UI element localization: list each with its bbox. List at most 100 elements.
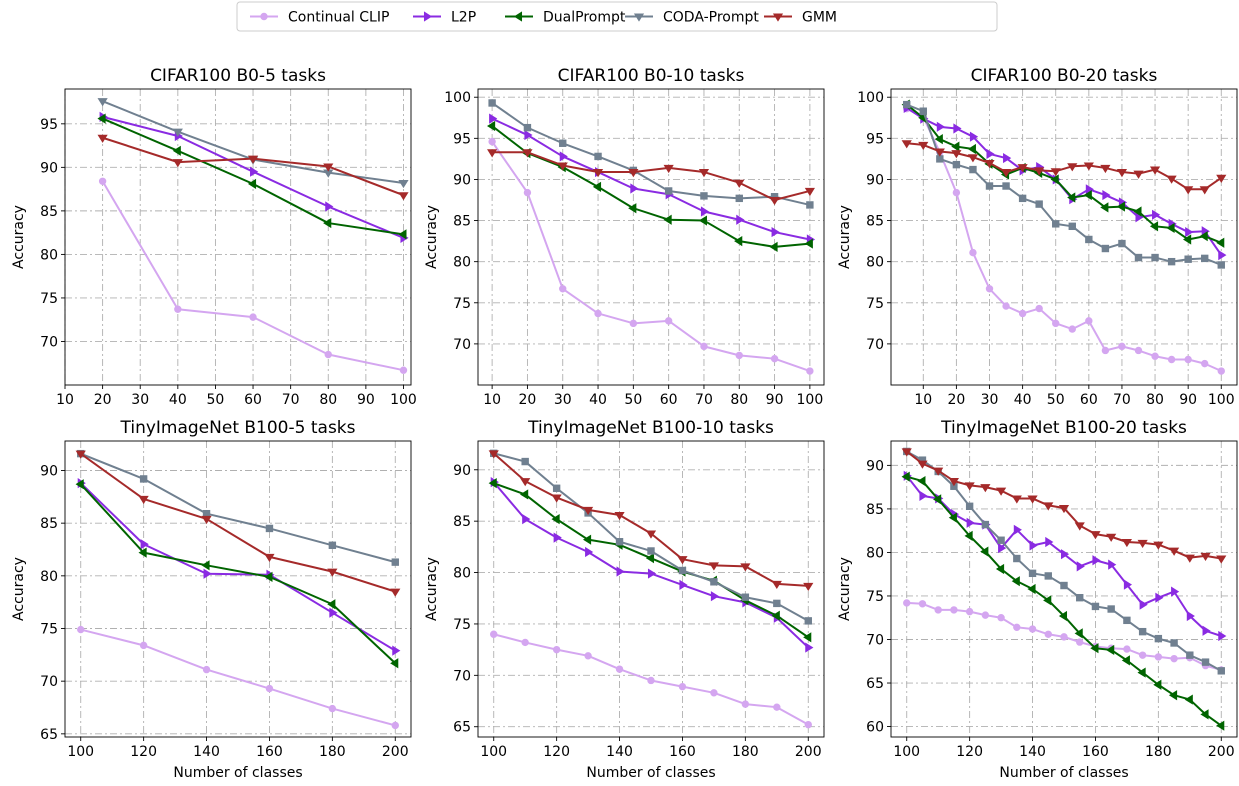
data-point-gmm: [1116, 169, 1128, 178]
data-point-continual-clip: [1013, 623, 1021, 632]
x-tick-label: 160: [1082, 744, 1109, 760]
data-point-dualprompt: [1090, 643, 1099, 654]
data-point-coda-prompt: [1167, 257, 1176, 266]
grid: [64, 89, 411, 385]
y-tick-label: 75: [866, 296, 884, 312]
data-point-coda-prompt: [1217, 261, 1225, 269]
legend-item-l2p: L2P: [413, 10, 476, 26]
axes-frame: [890, 440, 1238, 738]
data-point-dualprompt: [1216, 720, 1225, 731]
data-point-continual-clip: [1068, 325, 1076, 333]
series-line-continual-clip: [491, 141, 811, 372]
data-point-gmm: [1034, 167, 1045, 176]
data-point-continual-clip: [741, 700, 750, 708]
x-tick-label: 40: [169, 392, 187, 408]
ticks: 100 120 140 160 180 200 65 70 75 80 85 90: [453, 463, 821, 760]
series-group: [488, 449, 814, 729]
legend-label-dualprompt: DualPrompt: [543, 10, 626, 26]
y-tick-label: 65: [866, 676, 884, 692]
data-point-dualprompt: [1153, 679, 1162, 690]
data-point-gmm: [488, 450, 499, 459]
data-point-l2p: [329, 607, 338, 618]
data-point-continual-clip: [391, 721, 399, 730]
legend: Continual CLIP L2P DualPrompt CODA-Prompt GM…: [236, 1, 998, 32]
y-tick-label: 75: [453, 617, 471, 633]
y-tick-label: 90: [40, 160, 58, 176]
data-point-l2p: [250, 166, 259, 177]
y-tick-label: 85: [40, 204, 58, 220]
data-point-gmm: [1216, 555, 1227, 564]
data-point-coda-prompt: [647, 547, 655, 555]
data-point-coda-prompt: [97, 98, 108, 107]
data-point-gmm: [995, 487, 1007, 496]
y-axis-label: Accuracy: [837, 557, 853, 621]
data-point-continual-clip: [1118, 342, 1126, 351]
axes-frame: [64, 88, 412, 386]
data-point-l2p: [966, 517, 975, 528]
data-point-dualprompt: [264, 571, 273, 582]
x-tick-label: 160: [256, 744, 283, 760]
data-point-l2p: [1029, 540, 1038, 551]
data-point-l2p: [140, 539, 149, 550]
x-tick-label: 40: [589, 392, 607, 408]
y-tick-label: 95: [453, 131, 471, 147]
data-point-dualprompt: [804, 238, 813, 249]
data-point-l2p: [736, 214, 745, 225]
data-point-coda-prompt: [678, 566, 687, 575]
data-point-continual-clip: [139, 641, 148, 650]
data-point-l2p: [919, 490, 928, 501]
data-point-continual-clip: [678, 682, 687, 691]
data-point-dualprompt: [951, 141, 960, 152]
data-point-gmm: [75, 450, 86, 459]
data-point-gmm: [1074, 522, 1085, 531]
data-point-l2p: [1102, 189, 1111, 201]
x-tick-label: 70: [1113, 392, 1131, 408]
axes-frame: [64, 440, 412, 738]
legend-label-gmm: GMM: [802, 10, 837, 26]
data-point-l2p: [1123, 579, 1133, 590]
data-point-gmm: [520, 478, 531, 487]
chart-tinyimagenet-b100-10-tasks: 100 120 140 160 180 200 65 70 75 80 85 90 TinyImageN…: [424, 418, 825, 781]
legend-frame: [236, 1, 998, 32]
data-point-coda-prompt: [1052, 220, 1060, 228]
chart-title: TinyImageNet B100-10 tasks: [527, 418, 774, 438]
data-point-continual-clip: [950, 606, 958, 614]
data-point-dualprompt: [1083, 189, 1092, 201]
y-tick-label: 70: [866, 337, 884, 353]
x-axis-label: Number of classes: [999, 765, 1128, 781]
y-tick-label: 70: [40, 674, 58, 690]
series-gmm: [75, 450, 401, 597]
chart-title: CIFAR100 B0-5 tasks: [150, 66, 326, 86]
chart-title: TinyImageNet B100-20 tasks: [940, 418, 1187, 438]
data-point-gmm: [398, 192, 409, 201]
data-point-continual-clip: [1184, 355, 1192, 364]
data-point-continual-clip: [1018, 309, 1027, 318]
chart-title: CIFAR100 B0-20 tasks: [971, 66, 1158, 86]
data-point-gmm: [1168, 547, 1180, 556]
data-point-gmm: [901, 448, 912, 457]
data-point-gmm: [951, 150, 962, 159]
data-point-coda-prompt: [594, 152, 602, 161]
data-point-continual-clip: [997, 614, 1005, 622]
data-point-gmm: [582, 506, 594, 516]
data-point-continual-clip: [1035, 304, 1043, 313]
data-point-dualprompt: [138, 547, 147, 558]
ticks: 10 20 30 40 50 60 70 80 90 100 70 75 80 85 90 95 100: [444, 90, 823, 408]
data-point-coda-prompt: [488, 99, 496, 107]
data-point-dualprompt: [1011, 576, 1020, 587]
data-point-gmm: [984, 159, 995, 169]
data-point-gmm: [551, 494, 562, 503]
chart-cifar100-b0-20-tasks: 10 20 30 40 50 60 70 80 90 100 70 75 80 85 90 95 100 CIFA…: [837, 66, 1238, 408]
y-tick-label: 90: [866, 172, 884, 188]
data-point-coda-prompt: [1154, 634, 1163, 643]
data-point-l2p: [647, 568, 657, 579]
data-point-l2p: [559, 151, 568, 162]
data-point-continual-clip: [328, 704, 337, 713]
y-tick-label: 70: [453, 668, 471, 684]
data-point-gmm: [264, 553, 275, 563]
data-point-coda-prompt: [1107, 605, 1115, 613]
x-tick-label: 90: [766, 392, 784, 408]
y-tick-label: 70: [453, 337, 471, 353]
data-point-gmm: [663, 164, 674, 174]
data-point-gmm: [740, 563, 751, 572]
